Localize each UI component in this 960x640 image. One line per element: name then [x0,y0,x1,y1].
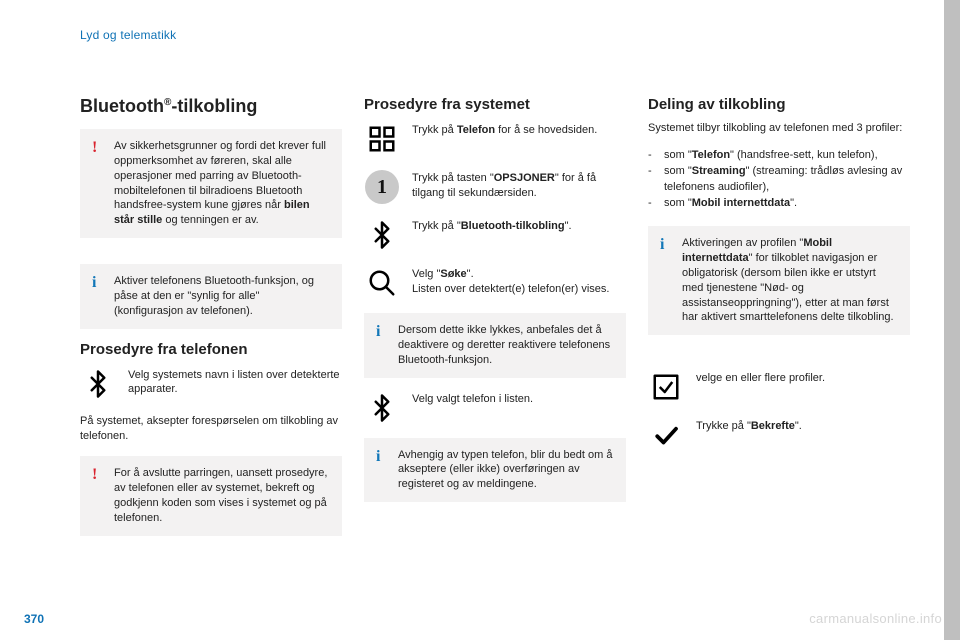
column-2: Prosedyre fra systemet Trykk på Telefon … [364,96,626,548]
step-select-system: Velg systemets navn i listen over detekt… [80,366,342,402]
profile-list: - som "Telefon" (handsfree-sett, kun tel… [648,148,910,212]
info-text: Aktiver telefonens Bluetooth-funksjon, o… [114,274,330,319]
info-enable-bt: i Aktiver telefonens Bluetooth-funksjon,… [80,264,342,329]
list-item: - som "Mobil internettdata". [648,196,910,212]
title-pre: Bluetooth [80,96,164,116]
step-text: Velg valgt telefon i listen. [412,390,626,407]
info-icon: i [660,237,672,253]
info-text: Dersom dette ikke lykkes, anbefales det … [398,323,614,368]
subheading-phone-procedure: Prosedyre fra telefonen [80,341,342,358]
step-1-badge: 1 [364,169,400,205]
step-text: Trykk på Telefon for å se hovedsiden. [412,121,626,138]
subheading-system-procedure: Prosedyre fra systemet [364,96,626,113]
info-text: Aktiveringen av profilen "Mobil internet… [682,236,898,325]
bluetooth-icon [364,217,400,253]
warning-icon: ! [92,140,104,156]
info-text: Avhengig av typen telefon, blir du bedt … [398,448,614,493]
step-text: Trykke på "Bekrefte". [696,417,910,434]
safety-warning: ! Av sikkerhetsgrunner og fordi det krev… [80,129,342,238]
watermark: carmanualsonline.info [809,611,942,626]
list-item: - som "Streaming" (streaming: trådløs av… [648,164,910,196]
warning-text: For å avslutte parringen, uansett prosed… [114,466,330,525]
search-icon [364,265,400,301]
info-icon: i [376,324,388,340]
content-columns: Bluetooth®-tilkobling ! Av sikkerhetsgru… [80,96,910,548]
list-item: - som "Telefon" (handsfree-sett, kun tel… [648,148,910,164]
step-confirm: Trykke på "Bekrefte". [648,417,910,453]
column-3: Deling av tilkobling Systemet tilbyr til… [648,96,910,548]
subheading-sharing: Deling av tilkobling [648,96,910,113]
section-header: Lyd og telematikk [80,28,910,42]
title-suf: -tilkobling [171,96,257,116]
column-1: Bluetooth®-tilkobling ! Av sikkerhetsgru… [80,96,342,548]
step-text: Velg "Søke". Listen over detektert(e) te… [412,265,626,297]
edge-tab [944,0,960,640]
info-icon: i [92,275,104,291]
step-select-phone: Velg valgt telefon i listen. [364,390,626,426]
step-text: Trykk på tasten "OPSJONER" for å få tilg… [412,169,626,201]
checkmark-icon [648,417,684,453]
step-text: Trykk på "Bluetooth-tilkobling". [412,217,626,234]
manual-page: Lyd og telematikk Bluetooth®-tilkobling … [0,0,960,640]
pairing-code-warning: ! For å avslutte parringen, uansett pros… [80,456,342,535]
step-select-search: Velg "Søke". Listen over detektert(e) te… [364,265,626,301]
step-choose-profiles: velge en eller flere profiler. [648,369,910,405]
step-press-phone: Trykk på Telefon for å se hovedsiden. [364,121,626,157]
page-title: Bluetooth®-tilkobling [80,96,342,117]
info-mobile-data: i Aktiveringen av profilen "Mobil intern… [648,226,910,335]
bluetooth-icon [364,390,400,426]
sharing-intro: Systemet tilbyr tilkobling av telefonen … [648,121,910,136]
step-press-options: 1 Trykk på tasten "OPSJONER" for å få ti… [364,169,626,205]
info-retry-bt: i Dersom dette ikke lykkes, anbefales de… [364,313,626,378]
apps-grid-icon [364,121,400,157]
info-transfer-contacts: i Avhengig av typen telefon, blir du bed… [364,438,626,503]
checkbox-icon [648,369,684,405]
accept-request-text: På systemet, aksepter forespørselen om t… [80,414,342,445]
warning-text: Av sikkerhetsgrunner og fordi det krever… [114,139,330,228]
bluetooth-icon [80,366,116,402]
page-number: 370 [24,612,44,626]
info-icon: i [376,449,388,465]
step-press-bt-connection: Trykk på "Bluetooth-tilkobling". [364,217,626,253]
warning-icon: ! [92,467,104,483]
step-text: velge en eller flere profiler. [696,369,910,386]
step-text: Velg systemets navn i listen over detekt… [128,366,342,398]
